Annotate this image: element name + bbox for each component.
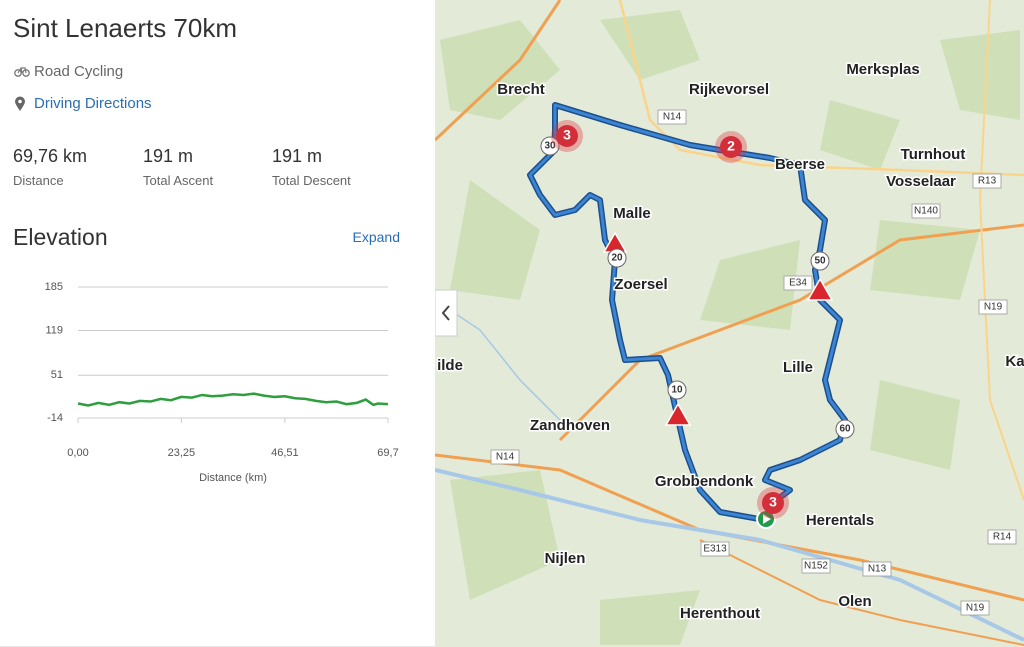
km-marker-label: 10 — [671, 385, 683, 396]
road-label: N14 — [663, 112, 682, 123]
pin-icon — [15, 96, 25, 111]
place-label: Turnhout — [901, 146, 966, 163]
place-label: Brecht — [497, 81, 545, 98]
route-title: Sint Lenaerts 70km — [13, 13, 238, 43]
cluster-count: 2 — [727, 138, 735, 154]
road-label: E34 — [789, 278, 807, 289]
x-tick-label: 46,51 — [271, 447, 299, 459]
road-label: N152 — [804, 561, 828, 572]
cluster-marker[interactable] — [762, 492, 784, 514]
place-label: Herentals — [806, 512, 874, 529]
place-label: ilde — [437, 357, 463, 374]
route-panel: Sint Lenaerts 70km Road Cycling Driving … — [0, 0, 435, 647]
place-label: Ka — [1005, 353, 1024, 370]
cluster-count: 3 — [769, 494, 777, 510]
place-label: Vosselaar — [886, 173, 956, 190]
km-marker-label: 30 — [544, 141, 556, 152]
cluster-marker[interactable] — [556, 125, 578, 147]
road-label: N19 — [984, 302, 1003, 313]
stat-label: Total Descent — [272, 173, 351, 188]
road-shield — [862, 561, 892, 577]
map: Brecht Rijkevorsel Merksplas Turnhout Beerse… — [435, 0, 1024, 647]
place-label: Malle — [613, 205, 651, 222]
road-label: N19 — [966, 603, 985, 614]
elevation-line — [77, 392, 389, 407]
road-shield — [960, 600, 990, 616]
km-marker-label: 60 — [839, 424, 851, 435]
y-tick-label: -14 — [47, 412, 63, 424]
activity-type: Road Cycling — [34, 63, 124, 80]
place-label: Herenthout — [680, 605, 760, 622]
place-label: Rijkevorsel — [689, 81, 769, 98]
road-shield — [987, 529, 1017, 545]
road-label: N14 — [496, 452, 515, 463]
km-marker — [835, 419, 855, 439]
road-shield — [783, 275, 813, 291]
road-label: R13 — [978, 176, 997, 187]
collapse-tab[interactable] — [435, 289, 458, 337]
stat-label: Distance — [13, 173, 64, 188]
road-label: R14 — [993, 532, 1012, 543]
place-label: Zoersel — [614, 276, 667, 293]
section-title: Elevation — [13, 224, 108, 250]
cluster-marker[interactable] — [720, 136, 742, 158]
x-tick-label: 0,00 — [67, 447, 88, 459]
road-shield — [490, 449, 520, 465]
bike-icon — [14, 67, 30, 77]
place-label: Olen — [838, 593, 871, 610]
km-marker — [667, 380, 687, 400]
y-tick-label: 119 — [45, 324, 63, 336]
km-marker-label: 20 — [611, 253, 623, 264]
expand-link[interactable]: Expand — [352, 229, 400, 245]
map-layer: Brecht Rijkevorsel Merksplas Turnhout Beerse… — [435, 0, 1024, 647]
stat-label: Total Ascent — [143, 173, 214, 188]
km-marker-label: 50 — [814, 256, 826, 267]
x-axis-label: Distance (km) — [199, 472, 267, 484]
place-label: Beerse — [775, 156, 825, 173]
road-shield — [801, 558, 831, 574]
stat-value: 191 m — [143, 146, 194, 166]
start-icon — [763, 514, 771, 524]
road-shield — [978, 299, 1008, 315]
road-label: N13 — [868, 564, 887, 575]
road-shield — [700, 541, 730, 557]
road-shield — [657, 109, 687, 125]
place-label: Nijlen — [545, 550, 586, 567]
road-label: E313 — [703, 544, 727, 555]
driving-directions-link[interactable]: Driving Directions — [34, 95, 152, 112]
cluster-count: 3 — [563, 127, 571, 143]
km-marker — [540, 136, 560, 156]
road-shield — [972, 173, 1002, 189]
roads — [435, 0, 1024, 646]
y-tick-label: 51 — [51, 369, 63, 381]
stat-value: 191 m — [272, 146, 323, 166]
x-tick-label: 23,25 — [168, 447, 196, 459]
place-label: Zandhoven — [530, 417, 610, 434]
warning-icons — [602, 231, 834, 426]
place-label: Lille — [783, 359, 813, 376]
place-label: Merksplas — [846, 61, 919, 78]
y-tick-label: 185 — [45, 281, 63, 293]
elevation-chart: -14 51 119 185 0,00 23,25 46,51 69,7 Distance (k… — [45, 281, 399, 484]
x-tick-label: 69,7 — [377, 447, 398, 459]
road-label: N140 — [914, 206, 938, 217]
place-label: Grobbendonk — [655, 473, 754, 490]
stat-value: 69,76 km — [13, 146, 88, 166]
road-shield — [911, 203, 941, 219]
km-marker — [607, 248, 627, 268]
km-marker — [810, 251, 830, 271]
